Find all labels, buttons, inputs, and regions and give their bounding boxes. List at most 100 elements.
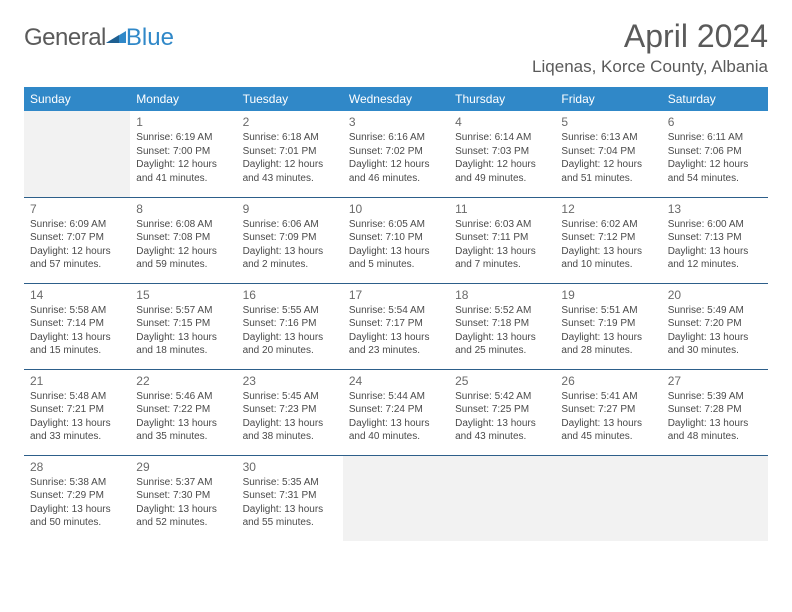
sunrise-line: Sunrise: 6:05 AM — [349, 218, 443, 232]
daylight-line: Daylight: 13 hours and 5 minutes. — [349, 245, 443, 272]
daylight-line: Daylight: 13 hours and 48 minutes. — [668, 417, 762, 444]
weekday-header: Monday — [130, 87, 236, 111]
sunset-line: Sunset: 7:23 PM — [243, 403, 337, 417]
sunrise-line: Sunrise: 5:57 AM — [136, 304, 230, 318]
day-cell: 8Sunrise: 6:08 AMSunset: 7:08 PMDaylight… — [130, 197, 236, 283]
sunset-line: Sunset: 7:17 PM — [349, 317, 443, 331]
sunset-line: Sunset: 7:22 PM — [136, 403, 230, 417]
sunset-line: Sunset: 7:19 PM — [561, 317, 655, 331]
day-number: 4 — [455, 114, 549, 130]
day-number: 23 — [243, 373, 337, 389]
sunrise-line: Sunrise: 6:08 AM — [136, 218, 230, 232]
day-number: 8 — [136, 201, 230, 217]
calendar-table: SundayMondayTuesdayWednesdayThursdayFrid… — [24, 87, 768, 541]
daylight-line: Daylight: 13 hours and 18 minutes. — [136, 331, 230, 358]
sunset-line: Sunset: 7:03 PM — [455, 145, 549, 159]
weekday-header: Thursday — [449, 87, 555, 111]
sunrise-line: Sunrise: 5:58 AM — [30, 304, 124, 318]
daylight-line: Daylight: 13 hours and 25 minutes. — [455, 331, 549, 358]
sunset-line: Sunset: 7:13 PM — [668, 231, 762, 245]
day-cell: 14Sunrise: 5:58 AMSunset: 7:14 PMDayligh… — [24, 283, 130, 369]
sunrise-line: Sunrise: 5:46 AM — [136, 390, 230, 404]
sunrise-line: Sunrise: 5:38 AM — [30, 476, 124, 490]
day-number: 12 — [561, 201, 655, 217]
day-number: 13 — [668, 201, 762, 217]
sunrise-line: Sunrise: 6:16 AM — [349, 131, 443, 145]
daylight-line: Daylight: 13 hours and 33 minutes. — [30, 417, 124, 444]
day-cell: 21Sunrise: 5:48 AMSunset: 7:21 PMDayligh… — [24, 369, 130, 455]
empty-cell — [662, 455, 768, 541]
daylight-line: Daylight: 13 hours and 15 minutes. — [30, 331, 124, 358]
month-title: April 2024 — [532, 18, 768, 55]
daylight-line: Daylight: 13 hours and 20 minutes. — [243, 331, 337, 358]
daylight-line: Daylight: 12 hours and 46 minutes. — [349, 158, 443, 185]
sunset-line: Sunset: 7:18 PM — [455, 317, 549, 331]
empty-cell — [449, 455, 555, 541]
calendar-body: 1Sunrise: 6:19 AMSunset: 7:00 PMDaylight… — [24, 111, 768, 541]
day-number: 16 — [243, 287, 337, 303]
day-cell: 7Sunrise: 6:09 AMSunset: 7:07 PMDaylight… — [24, 197, 130, 283]
day-cell: 26Sunrise: 5:41 AMSunset: 7:27 PMDayligh… — [555, 369, 661, 455]
sunrise-line: Sunrise: 6:06 AM — [243, 218, 337, 232]
sunset-line: Sunset: 7:30 PM — [136, 489, 230, 503]
daylight-line: Daylight: 13 hours and 45 minutes. — [561, 417, 655, 444]
sunrise-line: Sunrise: 5:51 AM — [561, 304, 655, 318]
sunrise-line: Sunrise: 6:13 AM — [561, 131, 655, 145]
sunrise-line: Sunrise: 5:48 AM — [30, 390, 124, 404]
day-number: 2 — [243, 114, 337, 130]
sunrise-line: Sunrise: 6:18 AM — [243, 131, 337, 145]
sunrise-line: Sunrise: 5:39 AM — [668, 390, 762, 404]
sunrise-line: Sunrise: 6:03 AM — [455, 218, 549, 232]
sunset-line: Sunset: 7:15 PM — [136, 317, 230, 331]
empty-cell — [555, 455, 661, 541]
day-cell: 10Sunrise: 6:05 AMSunset: 7:10 PMDayligh… — [343, 197, 449, 283]
calendar-row: 21Sunrise: 5:48 AMSunset: 7:21 PMDayligh… — [24, 369, 768, 455]
sunrise-line: Sunrise: 5:41 AM — [561, 390, 655, 404]
sunset-line: Sunset: 7:27 PM — [561, 403, 655, 417]
day-cell: 1Sunrise: 6:19 AMSunset: 7:00 PMDaylight… — [130, 111, 236, 197]
sunrise-line: Sunrise: 5:49 AM — [668, 304, 762, 318]
day-cell: 27Sunrise: 5:39 AMSunset: 7:28 PMDayligh… — [662, 369, 768, 455]
sunset-line: Sunset: 7:29 PM — [30, 489, 124, 503]
weekday-header-row: SundayMondayTuesdayWednesdayThursdayFrid… — [24, 87, 768, 111]
day-cell: 5Sunrise: 6:13 AMSunset: 7:04 PMDaylight… — [555, 111, 661, 197]
day-cell: 23Sunrise: 5:45 AMSunset: 7:23 PMDayligh… — [237, 369, 343, 455]
sunset-line: Sunset: 7:14 PM — [30, 317, 124, 331]
day-cell: 24Sunrise: 5:44 AMSunset: 7:24 PMDayligh… — [343, 369, 449, 455]
sunset-line: Sunset: 7:28 PM — [668, 403, 762, 417]
daylight-line: Daylight: 13 hours and 12 minutes. — [668, 245, 762, 272]
location: Liqenas, Korce County, Albania — [532, 57, 768, 77]
calendar-row: 1Sunrise: 6:19 AMSunset: 7:00 PMDaylight… — [24, 111, 768, 197]
day-cell: 25Sunrise: 5:42 AMSunset: 7:25 PMDayligh… — [449, 369, 555, 455]
sunset-line: Sunset: 7:07 PM — [30, 231, 124, 245]
daylight-line: Daylight: 13 hours and 38 minutes. — [243, 417, 337, 444]
day-cell: 4Sunrise: 6:14 AMSunset: 7:03 PMDaylight… — [449, 111, 555, 197]
day-cell: 9Sunrise: 6:06 AMSunset: 7:09 PMDaylight… — [237, 197, 343, 283]
brand-triangle-icon — [106, 25, 126, 48]
sunset-line: Sunset: 7:10 PM — [349, 231, 443, 245]
weekday-header: Sunday — [24, 87, 130, 111]
brand-blue: Blue — [126, 24, 174, 52]
sunrise-line: Sunrise: 5:54 AM — [349, 304, 443, 318]
day-cell: 3Sunrise: 6:16 AMSunset: 7:02 PMDaylight… — [343, 111, 449, 197]
sunrise-line: Sunrise: 5:52 AM — [455, 304, 549, 318]
sunrise-line: Sunrise: 6:19 AM — [136, 131, 230, 145]
title-block: April 2024 Liqenas, Korce County, Albani… — [532, 18, 768, 77]
sunset-line: Sunset: 7:02 PM — [349, 145, 443, 159]
sunrise-line: Sunrise: 5:37 AM — [136, 476, 230, 490]
day-cell: 15Sunrise: 5:57 AMSunset: 7:15 PMDayligh… — [130, 283, 236, 369]
daylight-line: Daylight: 12 hours and 51 minutes. — [561, 158, 655, 185]
day-number: 7 — [30, 201, 124, 217]
calendar-row: 14Sunrise: 5:58 AMSunset: 7:14 PMDayligh… — [24, 283, 768, 369]
calendar-row: 7Sunrise: 6:09 AMSunset: 7:07 PM Daylight… — [24, 197, 768, 283]
day-number: 18 — [455, 287, 549, 303]
day-number: 22 — [136, 373, 230, 389]
sunrise-line: Sunrise: 6:14 AM — [455, 131, 549, 145]
sunrise-line: Sunrise: 6:09 AM — [30, 218, 124, 232]
daylight-line: Daylight: 13 hours and 50 minutes. — [30, 503, 124, 530]
sunset-line: Sunset: 7:01 PM — [243, 145, 337, 159]
day-number: 19 — [561, 287, 655, 303]
sunrise-line: Sunrise: 6:00 AM — [668, 218, 762, 232]
day-cell: 30Sunrise: 5:35 AMSunset: 7:31 PMDayligh… — [237, 455, 343, 541]
day-number: 14 — [30, 287, 124, 303]
